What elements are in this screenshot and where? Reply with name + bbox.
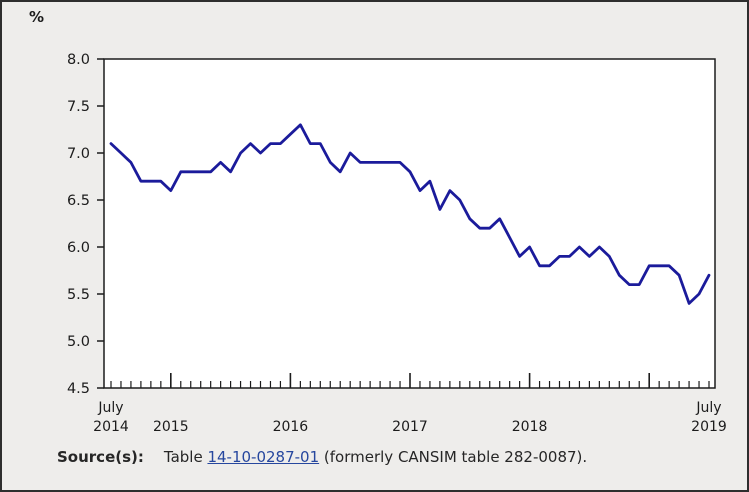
- y-axis-tick-label: 5.5: [67, 287, 90, 303]
- y-axis-tick-label: 8.0: [67, 52, 90, 68]
- unemployment-rate-line: [109, 123, 711, 305]
- y-axis-tick-label: 7.5: [67, 99, 90, 115]
- source-text-after-link: (formerly CANSIM table 282-0087).: [319, 448, 588, 466]
- source-text-before-link: Table: [163, 448, 208, 466]
- y-axis-tick-label: 6.5: [67, 193, 90, 209]
- x-label-start-month: July: [97, 400, 123, 416]
- x-label-year: 2017: [392, 419, 428, 435]
- x-label-start-year: 2014: [93, 419, 129, 435]
- source-line: Source(s): Table 14-10-0287-01 (formerly …: [57, 448, 587, 466]
- y-axis-unit-label: %: [29, 8, 45, 26]
- y-axis-tick-label: 4.5: [67, 381, 90, 397]
- y-axis-tick-label: 6.0: [67, 240, 90, 256]
- x-label-year: 2015: [153, 419, 189, 435]
- source-label: Source(s):: [57, 448, 144, 466]
- x-label-end-month: July: [695, 400, 721, 416]
- x-label-year: 2018: [512, 419, 548, 435]
- plot-area: [103, 58, 716, 389]
- y-axis-tick-label: 7.0: [67, 146, 90, 162]
- y-axis-tick-label: 5.0: [67, 334, 90, 350]
- source-table-link[interactable]: 14-10-0287-01: [207, 448, 320, 466]
- x-label-end-year: 2019: [691, 419, 727, 435]
- x-label-year: 2016: [273, 419, 309, 435]
